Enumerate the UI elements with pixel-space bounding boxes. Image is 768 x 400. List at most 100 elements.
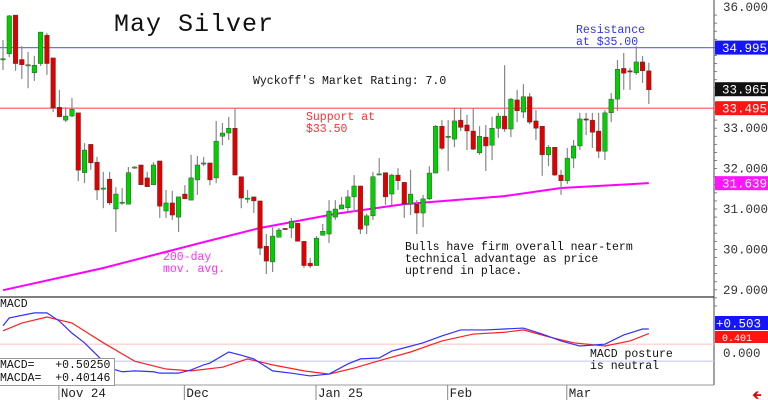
candle-body <box>288 220 294 229</box>
candle-body <box>646 70 652 91</box>
candle-body <box>56 106 62 118</box>
candle-body <box>451 120 457 140</box>
macda-badge <box>715 331 768 343</box>
macd-badge <box>715 316 768 330</box>
candle-body <box>583 118 589 121</box>
macd-last-label: +0.503 <box>716 318 761 332</box>
candle-body <box>389 174 395 195</box>
candle-body <box>314 237 320 266</box>
y-tick-label: 29.000 <box>723 284 768 298</box>
candle-body <box>577 118 583 147</box>
candle-body <box>589 119 595 133</box>
candle-body <box>176 196 182 218</box>
candle-body <box>464 124 470 132</box>
candle-body <box>545 146 551 156</box>
candle-body <box>633 61 639 74</box>
x-tick-label: Jan 25 <box>318 387 363 400</box>
macd-line <box>2 312 649 377</box>
candle-body <box>263 245 269 262</box>
candle-body <box>119 201 125 204</box>
candle-body <box>282 228 288 230</box>
candle-body <box>150 164 156 185</box>
candle-body <box>0 58 6 61</box>
candle-body <box>94 161 100 191</box>
commentary-annotation: Bulls have firm overall near-term techni… <box>405 241 633 278</box>
candle-body <box>571 145 577 159</box>
candle-body <box>351 185 357 198</box>
candle-body <box>445 136 451 138</box>
candle-body <box>495 115 501 129</box>
macda-readout: MACDA= +0.40146 <box>0 372 111 385</box>
candle-body <box>232 127 238 176</box>
candle-body <box>420 198 426 214</box>
ma-annotation: 200-day mov. avg. <box>163 251 226 276</box>
candle-body <box>414 203 420 214</box>
chart-title: May Silver <box>114 10 275 39</box>
scroll-arrow-icon[interactable]: 🡸 <box>752 388 762 400</box>
candle-body <box>182 193 188 200</box>
x-tick-label: Feb <box>450 387 473 400</box>
candle-body <box>132 166 138 169</box>
resistance-label: 34.995 <box>722 42 767 56</box>
macd-readout: MACD= +0.50250 <box>0 359 111 372</box>
candle-body <box>19 59 25 65</box>
resistance-annotation: Resistance at $35.00 <box>576 24 646 49</box>
candle-body <box>508 98 514 130</box>
macd-panel-label: MACD <box>0 298 28 311</box>
candle-body <box>207 162 213 181</box>
candle-body <box>614 69 620 100</box>
candle-body <box>245 197 251 200</box>
candle-body <box>401 182 407 205</box>
candle-body <box>31 64 37 74</box>
candle-body <box>502 115 508 130</box>
support-annotation: Support at $33.50 <box>306 111 376 136</box>
x-tick-label: Nov 24 <box>61 387 106 400</box>
candle-body <box>552 146 558 176</box>
candle-body <box>395 174 401 181</box>
candle-body <box>439 125 445 149</box>
y-tick-label: 31.000 <box>723 203 768 217</box>
candle-body <box>107 178 113 204</box>
candle-body <box>433 125 439 174</box>
candle-body <box>426 172 432 200</box>
candle-body <box>69 109 75 117</box>
candle-body <box>219 132 225 137</box>
candle-body <box>326 210 332 235</box>
candle-body <box>188 177 194 201</box>
market-rating: Wyckoff's Market Rating: 7.0 <box>253 75 447 88</box>
candle-body <box>113 193 119 210</box>
candle-body <box>38 31 44 64</box>
candle-body <box>88 144 94 164</box>
candle-body <box>251 196 257 202</box>
candle-body <box>470 130 476 150</box>
macd-posture-annotation: MACD posture is neutral <box>590 348 673 373</box>
candle-body <box>75 112 81 171</box>
candle-body <box>125 172 131 205</box>
candle-body <box>596 130 602 152</box>
macd-readout-box: MACD= +0.50250 MACDA= +0.40146 <box>0 358 115 386</box>
candle-body <box>25 64 31 67</box>
candle-body <box>627 70 633 73</box>
candle-body <box>558 174 564 181</box>
candle-body <box>533 120 539 129</box>
candle-body <box>238 176 244 199</box>
candle-body <box>82 149 88 173</box>
candle-body <box>339 204 345 210</box>
candle-body <box>201 162 207 165</box>
candle-body <box>6 15 12 55</box>
ma200-label: 31.639 <box>722 178 767 192</box>
macd-y-tick: 0.000 <box>723 347 761 361</box>
support-label: 33.495 <box>722 103 767 117</box>
candle-body <box>602 112 608 152</box>
candle-body <box>213 140 219 179</box>
candle-body <box>376 173 382 176</box>
candle-body <box>169 202 175 216</box>
last-price-label: 33.965 <box>722 84 767 98</box>
ma200-badge <box>715 176 768 191</box>
candle-body <box>520 96 526 113</box>
candle-body <box>477 136 483 154</box>
support-badge <box>715 101 768 116</box>
candle-body <box>483 136 489 147</box>
candle-body <box>63 115 69 121</box>
